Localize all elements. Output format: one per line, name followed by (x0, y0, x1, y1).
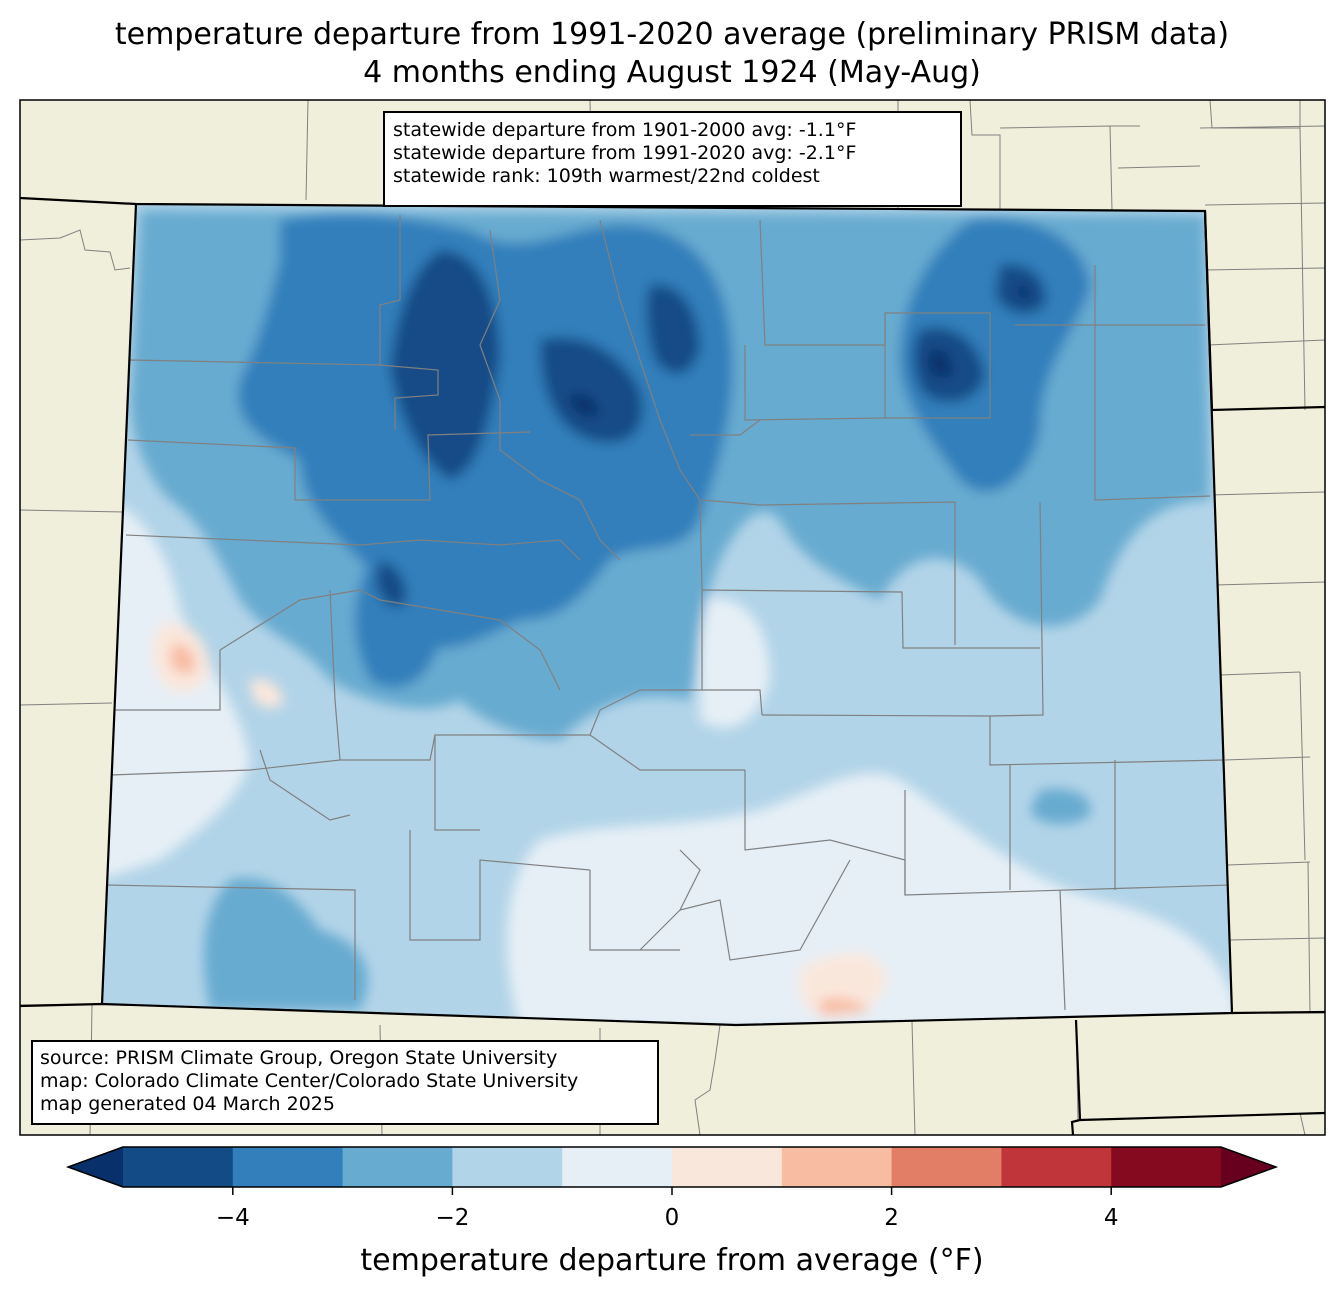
statewide-stats-box: statewide departure from 1901-2000 avg: … (383, 111, 962, 207)
colorbar-tick-label: −4 (215, 1205, 250, 1231)
map-frame (19, 99, 1326, 1136)
colorbar-tick-label: −2 (435, 1205, 470, 1231)
colorbar-outline (65, 1146, 1279, 1188)
colorbar-label: temperature departure from average (°F) (360, 1243, 984, 1278)
colorbar-bin (232, 1147, 344, 1187)
colorado-county-lines (104, 215, 1231, 1011)
colorbar-bin (891, 1147, 1002, 1187)
colorbar-bin (781, 1147, 893, 1187)
stats-rank: statewide rank: 109th warmest/22nd colde… (393, 165, 820, 187)
stats-departure-1901-2000: statewide departure from 1901-2000 avg: … (393, 119, 857, 141)
colorbar-extend-high (1221, 1147, 1276, 1187)
map-title: temperature departure from 1991-2020 ave… (114, 17, 1230, 52)
colorbar-bin (562, 1147, 673, 1187)
colorbar-extend-low (68, 1147, 123, 1187)
colorbar-bin (1001, 1147, 1112, 1187)
stats-departure-1991-2020: statewide departure from 1991-2020 avg: … (393, 142, 857, 164)
colorbar-bin (123, 1147, 234, 1187)
map-credit-line: map: Colorado Climate Center/Colorado St… (40, 1070, 579, 1092)
colorbar-bin (1111, 1147, 1222, 1187)
state-boundaries (20, 196, 1325, 1135)
map-generated-line: map generated 04 March 2025 (40, 1093, 335, 1115)
source-credits-box: source: PRISM Climate Group, Oregon Stat… (31, 1040, 659, 1125)
colorbar-tick-label: 0 (664, 1205, 680, 1231)
colorbar-bin (672, 1147, 783, 1187)
temperature-departure-field (102, 204, 1232, 1025)
map-subtitle: 4 months ending August 1924 (May-Aug) (363, 55, 981, 90)
colorbar-bin (342, 1147, 453, 1187)
colorbar-tick-label: 2 (884, 1205, 899, 1231)
colorbar-bin (452, 1147, 563, 1187)
source-line: source: PRISM Climate Group, Oregon Stat… (40, 1047, 558, 1069)
colorbar (65, 1146, 1279, 1195)
colorbar-tick-label: 4 (1103, 1205, 1119, 1231)
